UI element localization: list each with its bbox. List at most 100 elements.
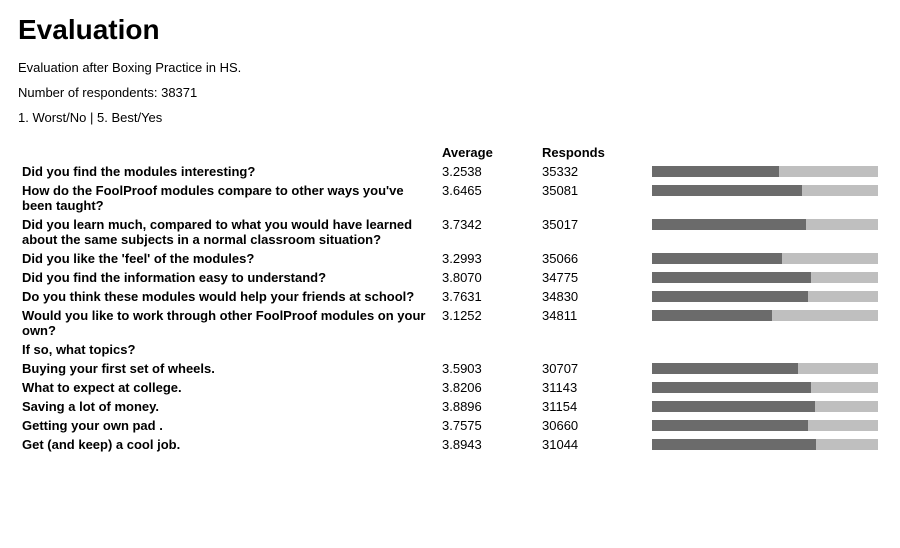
average-cell: 3.8070 [438,268,538,287]
responds-cell: 31044 [538,435,648,454]
average-cell: 3.8943 [438,435,538,454]
table-row: Buying your first set of wheels.3.590330… [18,359,882,378]
bar-cell [648,359,882,378]
bar-cell [648,416,882,435]
score-bar-fill [652,291,808,302]
responds-cell: 35066 [538,249,648,268]
table-row: Saving a lot of money.3.889631154 [18,397,882,416]
question-cell: Buying your first set of wheels. [18,359,438,378]
question-cell: Did you learn much, compared to what you… [18,215,438,249]
table-row: Getting your own pad .3.757530660 [18,416,882,435]
question-cell: Did you like the 'feel' of the modules? [18,249,438,268]
bar-cell [648,306,882,340]
col-header-average: Average [438,143,538,162]
score-bar [652,253,878,264]
average-cell: 3.6465 [438,181,538,215]
question-cell: Getting your own pad . [18,416,438,435]
respondents-line: Number of respondents: 38371 [18,85,882,100]
bar-cell [648,397,882,416]
responds-cell: 35081 [538,181,648,215]
table-row: If so, what topics? [18,340,882,359]
question-cell: If so, what topics? [18,340,438,359]
bar-cell [648,215,882,249]
score-bar [652,420,878,431]
score-bar [652,363,878,374]
score-bar [652,401,878,412]
table-row: Did you like the 'feel' of the modules?3… [18,249,882,268]
bar-cell [648,249,882,268]
question-cell: Would you like to work through other Foo… [18,306,438,340]
responds-cell [538,340,648,359]
score-bar-fill [652,219,806,230]
responds-cell: 31154 [538,397,648,416]
bar-cell [648,162,882,181]
score-bar [652,185,878,196]
table-row: Did you learn much, compared to what you… [18,215,882,249]
bar-cell [648,340,882,359]
question-cell: Do you think these modules would help yo… [18,287,438,306]
page-title: Evaluation [18,14,882,46]
col-header-bar [648,143,882,162]
average-cell: 3.2538 [438,162,538,181]
scale-note: 1. Worst/No | 5. Best/Yes [18,110,882,125]
bar-cell [648,435,882,454]
score-bar-fill [652,363,798,374]
average-cell: 3.7631 [438,287,538,306]
table-header-row: Average Responds [18,143,882,162]
col-header-responds: Responds [538,143,648,162]
responds-cell: 35332 [538,162,648,181]
score-bar [652,382,878,393]
question-cell: Get (and keep) a cool job. [18,435,438,454]
bar-cell [648,287,882,306]
question-cell: How do the FoolProof modules compare to … [18,181,438,215]
bar-cell [648,181,882,215]
question-cell: What to expect at college. [18,378,438,397]
table-row: What to expect at college.3.820631143 [18,378,882,397]
table-row: Did you find the modules interesting?3.2… [18,162,882,181]
responds-cell: 35017 [538,215,648,249]
respondents-label: Number of respondents: [18,85,157,100]
subtitle: Evaluation after Boxing Practice in HS. [18,60,882,75]
score-bar [652,272,878,283]
evaluation-page: Evaluation Evaluation after Boxing Pract… [0,0,900,474]
table-row: Did you find the information easy to und… [18,268,882,287]
col-header-question [18,143,438,162]
table-row: Get (and keep) a cool job.3.894331044 [18,435,882,454]
responds-cell: 34830 [538,287,648,306]
table-row: How do the FoolProof modules compare to … [18,181,882,215]
average-cell: 3.7342 [438,215,538,249]
average-cell [438,340,538,359]
score-bar-fill [652,382,811,393]
responds-cell: 30660 [538,416,648,435]
responds-cell: 34775 [538,268,648,287]
score-bar [652,166,878,177]
score-bar [652,439,878,450]
average-cell: 3.7575 [438,416,538,435]
question-cell: Did you find the information easy to und… [18,268,438,287]
average-cell: 3.5903 [438,359,538,378]
score-bar-fill [652,420,808,431]
score-bar-fill [652,253,782,264]
table-row: Would you like to work through other Foo… [18,306,882,340]
score-bar-fill [652,166,779,177]
responds-cell: 30707 [538,359,648,378]
score-bar-fill [652,185,802,196]
responds-cell: 34811 [538,306,648,340]
score-bar [652,291,878,302]
average-cell: 3.1252 [438,306,538,340]
score-bar-fill [652,439,816,450]
score-bar-fill [652,401,815,412]
table-row: Do you think these modules would help yo… [18,287,882,306]
average-cell: 3.2993 [438,249,538,268]
bar-cell [648,268,882,287]
bar-cell [648,378,882,397]
average-cell: 3.8896 [438,397,538,416]
responds-cell: 31143 [538,378,648,397]
score-bar-fill [652,310,772,321]
score-bar [652,219,878,230]
score-bar [652,310,878,321]
average-cell: 3.8206 [438,378,538,397]
evaluation-table: Average Responds Did you find the module… [18,143,882,454]
respondents-value: 38371 [161,85,197,100]
question-cell: Saving a lot of money. [18,397,438,416]
